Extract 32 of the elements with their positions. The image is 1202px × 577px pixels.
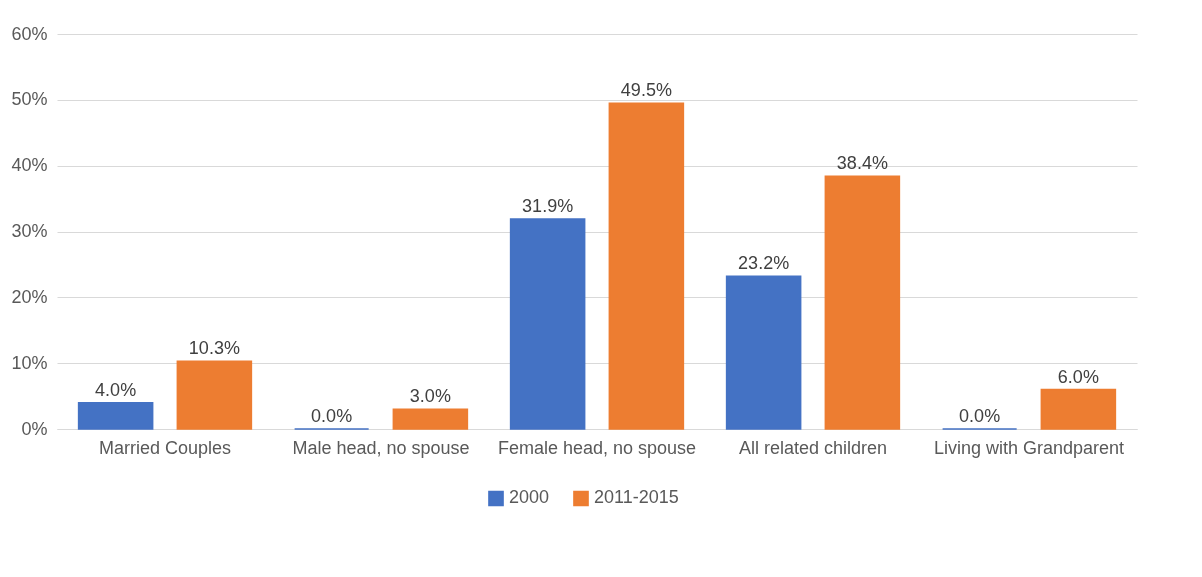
data-label: 23.2% <box>738 253 790 274</box>
y-tick-label: 30% <box>11 221 48 241</box>
y-tick-label: 10% <box>11 352 48 373</box>
bar <box>725 275 802 430</box>
x-tick-label: Female head, no spouse <box>497 437 697 458</box>
y-tick-label: 50% <box>11 89 48 110</box>
y-tick-label: 40% <box>11 155 48 176</box>
bar <box>176 360 253 430</box>
data-label: 6.0% <box>1057 366 1099 387</box>
data-label: 49.5% <box>620 80 672 101</box>
data-label: 0.0% <box>959 406 1001 426</box>
data-label: 4.0% <box>95 379 137 400</box>
bar <box>509 218 586 430</box>
x-tick-label: Male head, no spouse <box>292 437 470 458</box>
data-label: 31.9% <box>522 195 574 216</box>
x-tick-label: Living with Grandparent <box>933 437 1125 458</box>
bar <box>824 175 901 430</box>
bar <box>608 102 685 430</box>
legend-label: 2000 <box>509 487 550 508</box>
x-tick-label: All related children <box>738 437 888 458</box>
x-tick-label: Married Couples <box>98 437 232 458</box>
y-tick-label: 0% <box>21 418 48 439</box>
bar <box>1040 388 1117 430</box>
bar <box>77 401 154 430</box>
y-tick-label: 20% <box>11 286 48 307</box>
legend-label: 2011-2015 <box>594 487 679 508</box>
bar <box>392 408 469 430</box>
data-label: 0.0% <box>311 406 353 426</box>
data-label: 38.4% <box>836 153 888 174</box>
data-label: 3.0% <box>409 386 451 407</box>
data-label: 10.3% <box>188 338 240 359</box>
y-tick-label: 60% <box>11 23 48 44</box>
